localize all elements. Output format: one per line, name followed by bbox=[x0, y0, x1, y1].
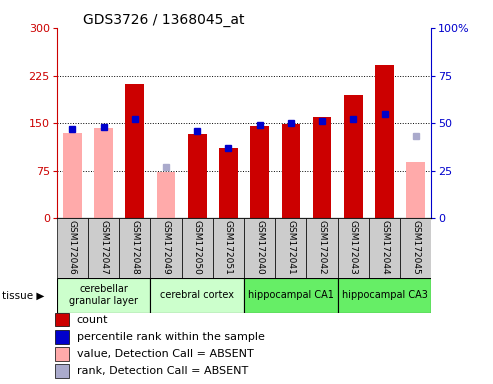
Bar bbox=[313, 117, 331, 218]
Bar bbox=[57, 278, 150, 313]
Text: GSM172044: GSM172044 bbox=[380, 220, 389, 275]
Text: percentile rank within the sample: percentile rank within the sample bbox=[77, 332, 265, 342]
Text: GSM172046: GSM172046 bbox=[68, 220, 77, 275]
Text: tissue ▶: tissue ▶ bbox=[2, 290, 45, 300]
Text: cerebral cortex: cerebral cortex bbox=[160, 290, 234, 300]
Text: cerebellar
granular layer: cerebellar granular layer bbox=[69, 284, 138, 306]
Bar bbox=[57, 218, 88, 278]
Text: GSM172045: GSM172045 bbox=[411, 220, 420, 275]
Bar bbox=[344, 94, 363, 218]
Bar bbox=[55, 313, 69, 326]
Bar bbox=[150, 218, 181, 278]
Bar bbox=[94, 127, 113, 218]
Text: GDS3726 / 1368045_at: GDS3726 / 1368045_at bbox=[83, 13, 245, 27]
Bar bbox=[250, 126, 269, 218]
Text: GSM172048: GSM172048 bbox=[130, 220, 139, 275]
Text: rank, Detection Call = ABSENT: rank, Detection Call = ABSENT bbox=[77, 366, 248, 376]
Text: count: count bbox=[77, 314, 108, 325]
Bar bbox=[244, 218, 275, 278]
Bar bbox=[219, 148, 238, 218]
Bar bbox=[400, 218, 431, 278]
Bar bbox=[181, 218, 213, 278]
Bar bbox=[406, 162, 425, 218]
Bar bbox=[55, 330, 69, 344]
Text: value, Detection Call = ABSENT: value, Detection Call = ABSENT bbox=[77, 349, 253, 359]
Bar bbox=[338, 218, 369, 278]
Bar bbox=[188, 134, 207, 218]
Bar bbox=[55, 364, 69, 378]
Text: GSM172042: GSM172042 bbox=[317, 220, 326, 275]
Text: GSM172040: GSM172040 bbox=[255, 220, 264, 275]
Bar bbox=[63, 132, 82, 218]
Text: GSM172047: GSM172047 bbox=[99, 220, 108, 275]
Bar bbox=[157, 172, 176, 218]
Bar bbox=[88, 218, 119, 278]
Bar bbox=[307, 218, 338, 278]
Text: GSM172051: GSM172051 bbox=[224, 220, 233, 275]
Bar bbox=[282, 124, 300, 218]
Text: hippocampal CA1: hippocampal CA1 bbox=[248, 290, 334, 300]
Bar bbox=[244, 278, 338, 313]
Bar bbox=[213, 218, 244, 278]
Bar bbox=[125, 84, 144, 218]
Text: GSM172043: GSM172043 bbox=[349, 220, 358, 275]
Bar bbox=[338, 278, 431, 313]
Text: GSM172050: GSM172050 bbox=[193, 220, 202, 275]
Bar bbox=[55, 347, 69, 361]
Text: hippocampal CA3: hippocampal CA3 bbox=[342, 290, 427, 300]
Text: GSM172049: GSM172049 bbox=[162, 220, 171, 275]
Bar bbox=[119, 218, 150, 278]
Bar bbox=[275, 218, 307, 278]
Bar bbox=[150, 278, 244, 313]
Bar bbox=[369, 218, 400, 278]
Text: GSM172041: GSM172041 bbox=[286, 220, 295, 275]
Bar bbox=[375, 65, 394, 218]
